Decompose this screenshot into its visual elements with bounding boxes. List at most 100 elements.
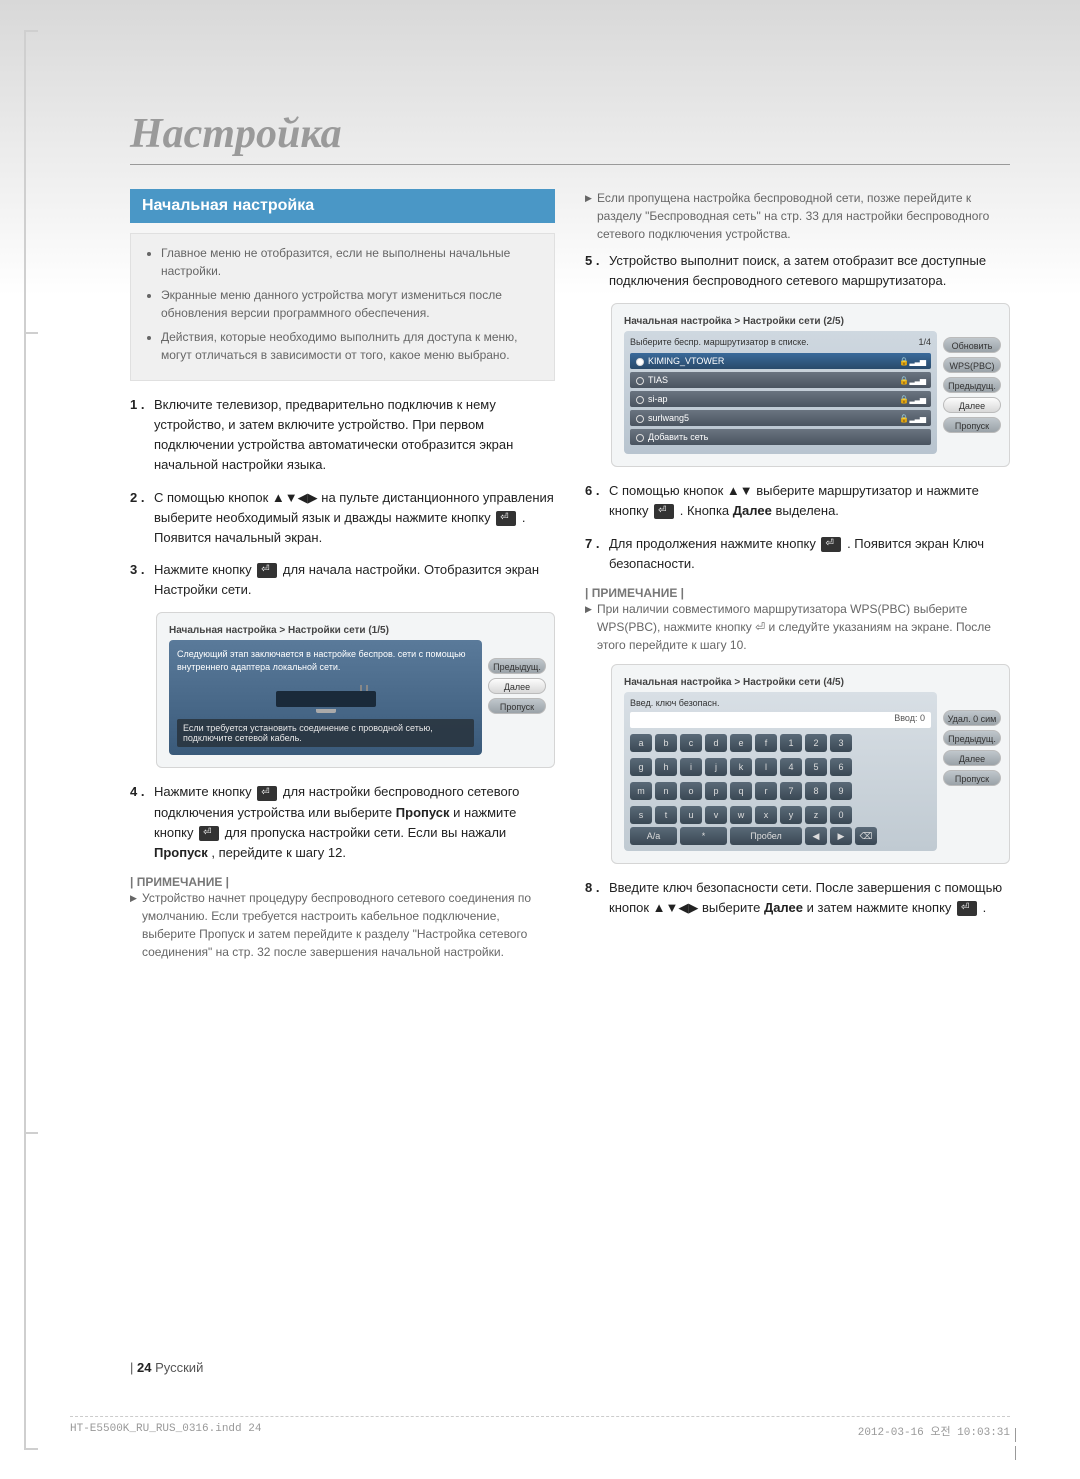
step-number: 4 . <box>130 782 144 802</box>
keyboard-key[interactable]: w <box>730 806 752 824</box>
crop-mark <box>1015 1446 1016 1460</box>
router-row[interactable]: si-ap🔒 ▂▃▅ <box>630 391 931 407</box>
signal-icon: 🔒 ▂▃▅ <box>899 395 925 404</box>
signal-icon: 🔒 ▂▃▅ <box>899 357 925 366</box>
skip-button[interactable]: Пропуск <box>943 417 1001 433</box>
keyboard-key[interactable]: e <box>730 734 752 752</box>
keyboard-key[interactable]: q <box>730 782 752 800</box>
router-row[interactable]: KIMING_VTOWER🔒 ▂▃▅ <box>630 353 931 369</box>
enter-icon <box>496 511 516 526</box>
keyboard-key[interactable]: b <box>655 734 677 752</box>
keyboard-key[interactable]: 0 <box>830 806 852 824</box>
next-button[interactable]: Далее <box>943 750 1001 766</box>
prev-button[interactable]: Предыдущ. <box>943 730 1001 746</box>
step-number: 8 . <box>585 878 599 898</box>
device-stand <box>316 709 336 713</box>
keyboard-key[interactable]: g <box>630 758 652 776</box>
keyboard-key[interactable]: 1 <box>780 734 802 752</box>
keyboard-key[interactable]: t <box>655 806 677 824</box>
keyboard-meta-key[interactable]: ◀ <box>805 827 827 845</box>
keyboard-meta-key[interactable]: ⌫ <box>855 827 877 845</box>
next-button[interactable]: Далее <box>488 678 546 694</box>
step-number: 3 . <box>130 560 144 580</box>
ui-screenshot-2: Начальная настройка > Настройки сети (2/… <box>611 303 1010 467</box>
keyboard-key[interactable]: i <box>680 758 702 776</box>
keyboard-key[interactable]: y <box>780 806 802 824</box>
indesign-file: HT-E5500K_RU_RUS_0316.indd 24 <box>70 1423 261 1439</box>
keyboard-meta-key[interactable]: A/a <box>630 827 677 845</box>
left-column: Начальная настройка Главное меню не отоб… <box>130 189 555 969</box>
keyboard-key[interactable]: h <box>655 758 677 776</box>
keyboard-key[interactable]: n <box>655 782 677 800</box>
step-5-wrap: 5 . Устройство выполнит поиск, а затем о… <box>585 251 1010 291</box>
router-row-add[interactable]: Добавить сеть <box>630 429 931 445</box>
crop-mark <box>1015 1428 1016 1442</box>
indesign-slug: HT-E5500K_RU_RUS_0316.indd 24 2012-03-16… <box>70 1416 1010 1439</box>
step-5: 5 . Устройство выполнит поиск, а затем о… <box>585 251 1010 291</box>
ui-screenshot-3: Начальная настройка > Настройки сети (4/… <box>611 664 1010 864</box>
keyboard-key[interactable]: u <box>680 806 702 824</box>
keyboard-meta-key[interactable]: Пробел <box>730 827 802 845</box>
keyboard-key[interactable]: z <box>805 806 827 824</box>
enter-icon <box>257 563 277 578</box>
ui1-footnote: Если требуется установить соединение с п… <box>177 719 474 747</box>
prev-button[interactable]: Предыдущ. <box>488 658 546 674</box>
bold: Пропуск <box>154 845 208 860</box>
step-number: 5 . <box>585 251 599 271</box>
keyboard-key[interactable]: 6 <box>830 758 852 776</box>
steps-6-7: 6 . С помощью кнопок ▲▼ выберите маршрут… <box>585 481 1010 574</box>
keyboard-key[interactable]: 8 <box>805 782 827 800</box>
keyboard-key[interactable]: s <box>630 806 652 824</box>
bold: Далее <box>764 900 803 915</box>
router-row[interactable]: TIAS🔒 ▂▃▅ <box>630 372 931 388</box>
keyboard-key[interactable]: r <box>755 782 777 800</box>
ui3-sec: Введ. ключ безопасн. <box>630 698 931 708</box>
note-title: | ПРИМЕЧАНИЕ | <box>130 875 555 889</box>
keyboard-key[interactable]: 7 <box>780 782 802 800</box>
step-text: Включите телевизор, предварительно подкл… <box>154 397 513 472</box>
keyboard-key[interactable]: a <box>630 734 652 752</box>
keyboard-key[interactable]: 5 <box>805 758 827 776</box>
keyboard-key[interactable]: l <box>755 758 777 776</box>
keyboard-key[interactable]: d <box>705 734 727 752</box>
del-button[interactable]: Удал. 0 сим <box>943 710 1001 726</box>
keyboard-key[interactable]: 2 <box>805 734 827 752</box>
keyboard-key[interactable]: o <box>680 782 702 800</box>
right-top-note: Если пропущена настройка беспроводной се… <box>585 189 1010 243</box>
keyboard-meta-key[interactable]: * <box>680 827 727 845</box>
keyboard-key[interactable]: v <box>705 806 727 824</box>
next-button[interactable]: Далее <box>943 397 1001 413</box>
security-input[interactable]: Ввод: 0 <box>630 712 931 728</box>
enter-icon <box>821 537 841 552</box>
wps-button[interactable]: WPS(PBC) <box>943 357 1001 373</box>
keyboard-key[interactable]: x <box>755 806 777 824</box>
keyboard-meta-key[interactable]: ▶ <box>830 827 852 845</box>
keyboard-key[interactable]: 3 <box>830 734 852 752</box>
keyboard-key[interactable]: f <box>755 734 777 752</box>
step-number: 7 . <box>585 534 599 554</box>
prev-button[interactable]: Предыдущ. <box>943 377 1001 393</box>
bold: Далее <box>733 503 772 518</box>
keyboard-key[interactable]: m <box>630 782 652 800</box>
keyboard-key[interactable]: k <box>730 758 752 776</box>
t: , перейдите к шагу 12. <box>211 845 346 860</box>
ui1-desc: Следующий этап заключается в настройке б… <box>177 648 474 673</box>
page-footer: | 24 Русский <box>130 1360 203 1375</box>
step-6: 6 . С помощью кнопок ▲▼ выберите маршрут… <box>585 481 1010 521</box>
skip-button[interactable]: Пропуск <box>943 770 1001 786</box>
step-text: С помощью кнопок ▲▼◀▶ на пульте дистанци… <box>154 490 554 525</box>
two-columns: Начальная настройка Главное меню не отоб… <box>130 189 1010 969</box>
refresh-button[interactable]: Обновить <box>943 337 1001 353</box>
keyboard-key[interactable]: 9 <box>830 782 852 800</box>
input-hint: Ввод: 0 <box>894 713 925 723</box>
skip-button[interactable]: Пропуск <box>488 698 546 714</box>
bold: Пропуск <box>396 805 450 820</box>
router-row[interactable]: surlwang5🔒 ▂▃▅ <box>630 410 931 426</box>
left-note: Устройство начнет процедуру беспроводног… <box>130 889 555 961</box>
keyboard-key[interactable]: p <box>705 782 727 800</box>
step-2: 2 . С помощью кнопок ▲▼◀▶ на пульте дист… <box>130 488 555 548</box>
keyboard-key[interactable]: j <box>705 758 727 776</box>
keyboard-key[interactable]: 4 <box>780 758 802 776</box>
info-item: Главное меню не отобразится, если не вып… <box>161 244 540 280</box>
keyboard-key[interactable]: c <box>680 734 702 752</box>
